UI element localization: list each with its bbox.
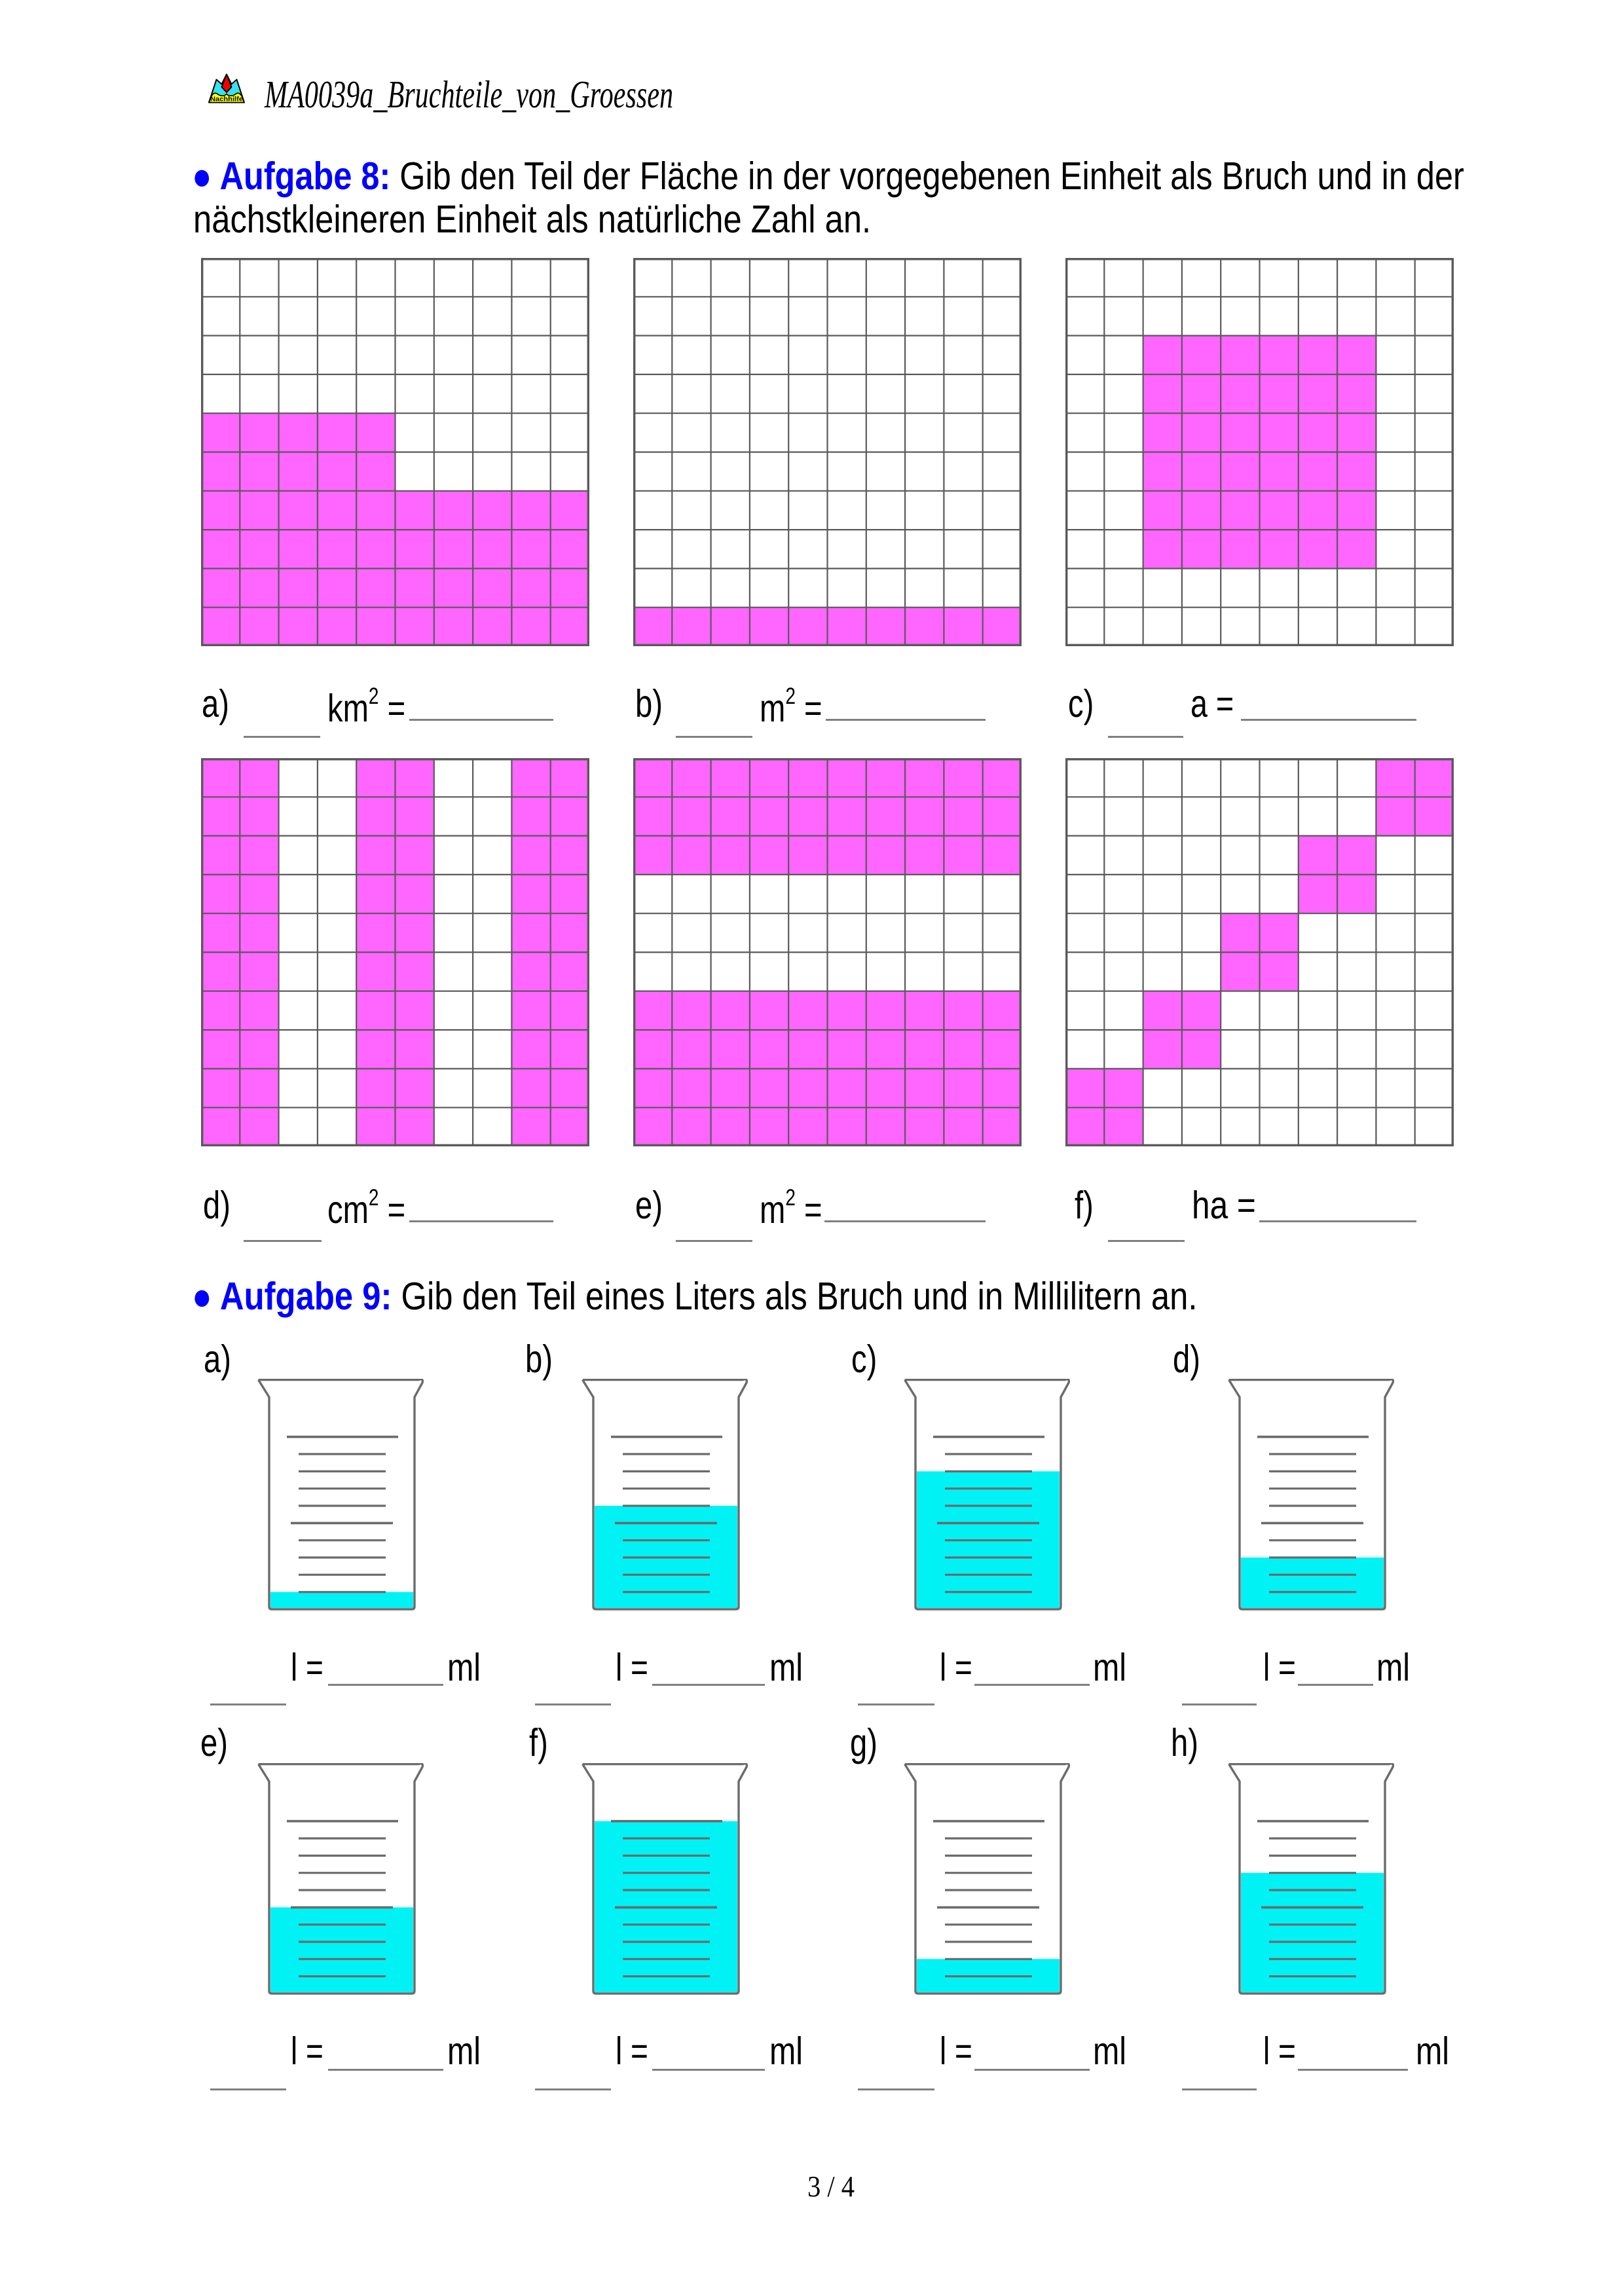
svg-text:Nachhilfe: Nachhilfe (210, 96, 243, 103)
